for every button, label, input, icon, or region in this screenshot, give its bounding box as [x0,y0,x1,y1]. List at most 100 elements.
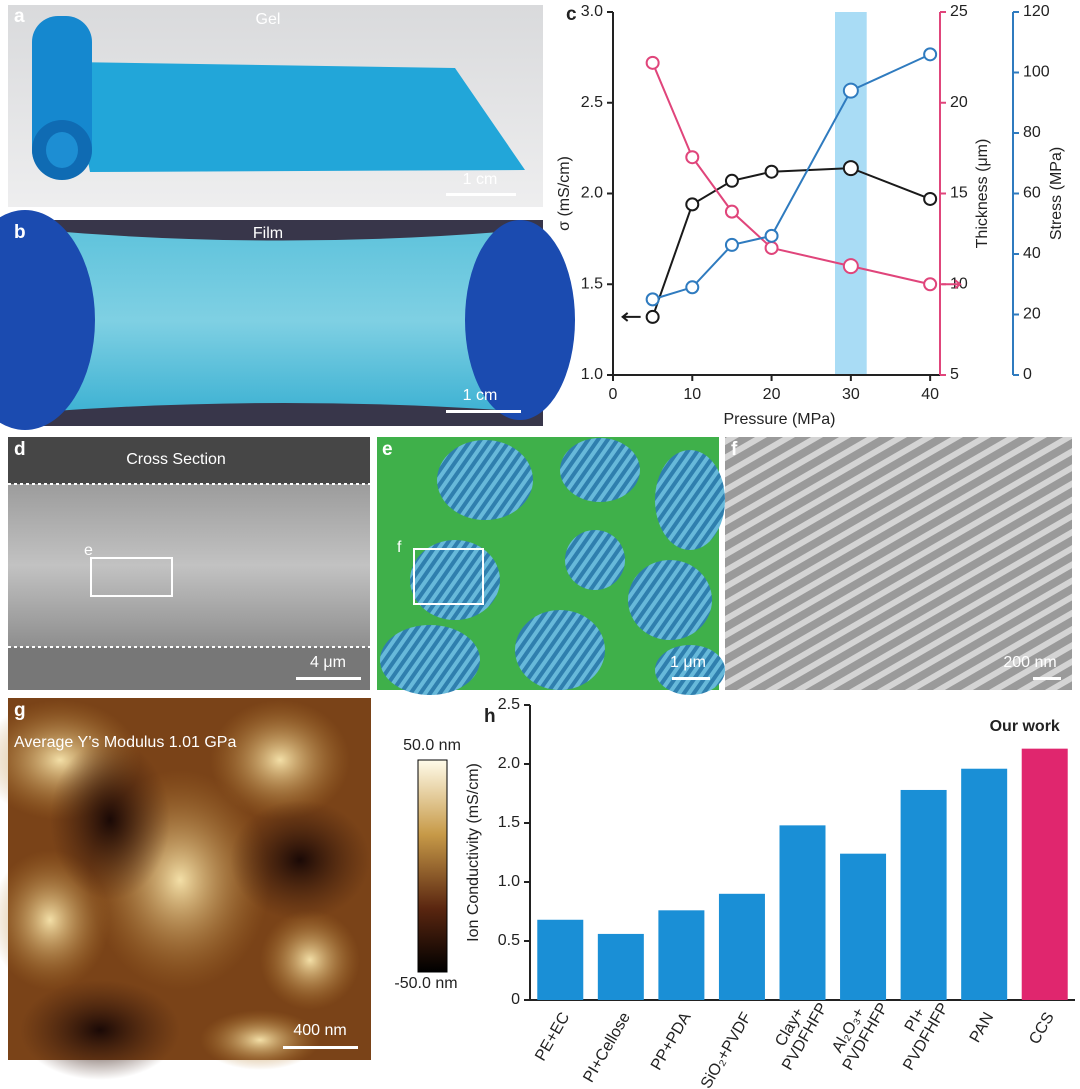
tick-label: 25 [950,3,968,20]
tick-label: 2.5 [581,94,603,111]
x-tick-label: PAN [967,1010,998,1046]
series-line [652,53,931,301]
point [764,164,779,179]
bar [718,893,765,1000]
bar [537,919,584,1000]
tick-label: 15 [950,185,968,202]
colorbar-label: -50.0 nm [394,975,457,992]
scale-label: 1 cm [463,387,498,404]
panel-label: b [14,222,26,243]
axis-title: Ion Conductivity (mS/cm) [465,763,482,942]
panel-label: g [14,700,26,721]
point [842,160,859,177]
series-line [651,167,931,318]
tick-label: 30 [842,386,860,403]
point [685,197,700,212]
tick-label: 0 [511,991,520,1008]
panel-label: d [14,439,26,460]
x-tick-label: PI+PVDFHFP [885,991,953,1073]
sem-zoom: f 200 nm [725,437,1072,690]
point [923,191,938,206]
annotation: Our work [990,718,1060,735]
tick-label: 80 [1023,124,1041,141]
x-tick-label: PE+EC [532,1010,573,1064]
tick-label: 20 [763,386,781,403]
colorbar-label: 50.0 nm [403,737,461,754]
tick-label: 120 [1023,3,1050,20]
tick-label: 2.5 [498,696,520,713]
tick-label: 0.5 [498,932,520,949]
point [685,150,700,165]
tick-label: 3.0 [581,3,603,20]
arrow [621,312,641,322]
axis-title: Stress (MPa) [1048,147,1065,240]
scale-label: 4 μm [310,654,346,671]
label: Gel [256,11,281,28]
bar [1021,748,1068,1000]
photo-film: b Film 1 cm [0,210,575,430]
scale-label: 200 nm [1003,654,1056,671]
point [645,292,660,307]
axis-title: Pressure (MPa) [723,411,835,428]
point [923,47,938,62]
tick-label: 5 [950,366,959,383]
bar [597,933,644,1000]
tick-label: 1.5 [498,814,520,831]
panel-label: e [382,439,393,460]
panel-label: f [731,439,738,460]
x-tick-label: PP+PDA [648,1009,695,1073]
axis-title: Thickness (μm) [974,139,991,249]
x-tick-label: Al₂O₃+PVDFHFP [824,991,892,1073]
scale-label: 1 μm [670,654,706,671]
afm-image: g Average Y’s Modulus 1.01 GPa 400 nm 50… [0,698,461,1080]
series-line [651,62,931,286]
label: Film [253,225,283,242]
tick-label: 10 [683,386,701,403]
tick-label: 0 [1023,366,1032,383]
bar [840,853,887,1000]
x-tick-label: Clay+PVDFHFP [764,991,832,1073]
tick-label: 40 [921,386,939,403]
inset-label: f [397,539,402,556]
photo-gel: a Gel 1 cm [8,5,543,207]
arrow [942,279,962,290]
bar [779,825,826,1000]
point [764,228,779,243]
sem-colored: e f 1 μm [377,437,725,695]
panel-label: c [566,4,577,25]
point [764,240,779,255]
point [724,173,739,188]
label: Cross Section [126,451,226,468]
point [724,237,739,252]
label: Average Y’s Modulus 1.01 GPa [14,734,236,751]
point [923,277,938,292]
point [842,82,859,99]
point [724,204,739,219]
tick-label: 40 [1023,245,1041,262]
panel-label: h [484,706,496,727]
tick-label: 20 [950,94,968,111]
point [685,280,700,295]
bar [658,910,705,1000]
bar [961,768,1008,1000]
x-tick-label: SiO₂+PVDF [698,1009,755,1089]
tick-label: 1.5 [581,275,603,292]
point [842,258,859,275]
tick-label: 2.0 [581,185,603,202]
tick-label: 1.0 [498,873,520,890]
point [645,309,660,324]
axis-title: σ (mS/cm) [556,156,573,231]
point [645,55,660,70]
sem-cross-section: d Cross Section e 4 μm [8,437,370,690]
tick-label: 0 [609,386,618,403]
panel-label: a [14,6,25,27]
scale-label: 1 cm [463,171,498,188]
inset-label: e [84,542,93,559]
scale-label: 400 nm [293,1022,346,1039]
bar [900,789,947,1000]
x-tick-label: CCS [1026,1010,1058,1048]
tick-label: 1.0 [581,366,603,383]
tick-label: 60 [1023,185,1041,202]
tick-label: 100 [1023,64,1050,81]
